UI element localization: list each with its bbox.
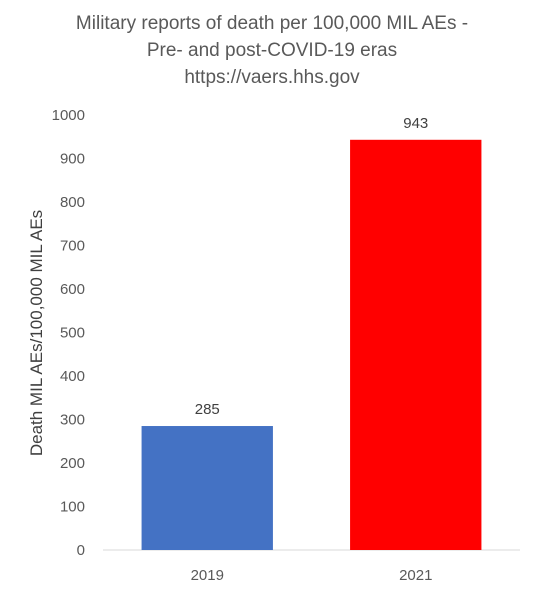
x-axis-ticks: 2019 2021 [191, 567, 433, 584]
y-tick-label: 400 [60, 368, 85, 385]
x-tick-label: 2019 [191, 567, 224, 584]
chart-title-line-3: https://vaers.hhs.gov [184, 67, 360, 88]
data-labels: 285 943 [195, 115, 429, 418]
x-tick-label: 2021 [399, 567, 432, 584]
y-tick-label: 200 [60, 455, 85, 472]
bar-2019 [141, 426, 273, 550]
data-label-2021: 943 [403, 115, 428, 132]
chart-title: Military reports of death per 100,000 MI… [76, 13, 468, 88]
y-tick-label: 100 [60, 499, 85, 516]
y-tick-label: 300 [60, 412, 85, 429]
chart-title-line-2: Pre- and post-COVID-19 eras [147, 40, 397, 61]
y-tick-label: 600 [60, 281, 85, 298]
y-tick-label: 900 [60, 151, 85, 168]
data-label-2019: 285 [195, 401, 220, 418]
chart-title-line-1: Military reports of death per 100,000 MI… [76, 13, 468, 34]
y-tick-label: 800 [60, 194, 85, 211]
y-tick-label: 700 [60, 238, 85, 255]
y-tick-label: 0 [77, 542, 85, 559]
y-tick-label: 500 [60, 325, 85, 342]
y-tick-label: 1000 [52, 107, 85, 124]
y-axis-title: Death MIL AEs/100,000 MIL AEs [27, 210, 46, 456]
bar-2021 [350, 139, 482, 551]
bars [141, 139, 482, 551]
y-axis-ticks: 0 100 200 300 400 500 600 700 800 900 1000 [52, 107, 85, 559]
